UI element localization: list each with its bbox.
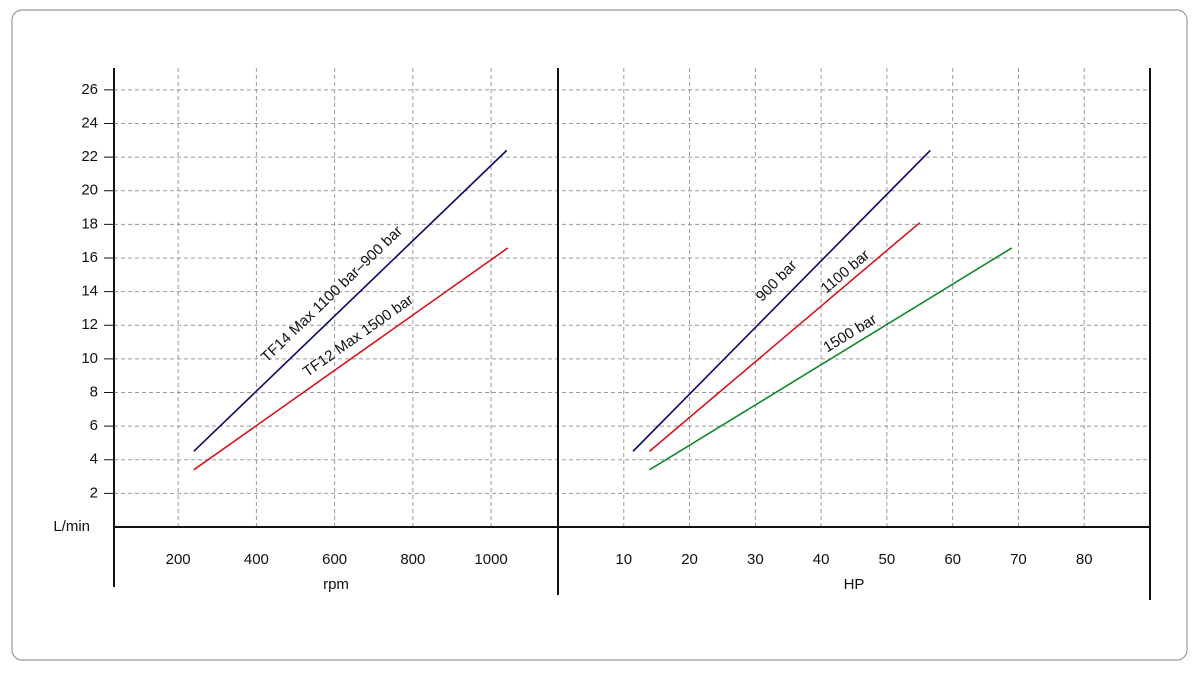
x-tick-label: 200 (166, 551, 191, 568)
y-tick-label: 18 (81, 215, 98, 232)
y-tick-label: 14 (81, 283, 98, 300)
y-tick-label: 24 (81, 114, 98, 131)
y-tick-label: 22 (81, 148, 98, 165)
series-line (193, 247, 509, 471)
series-line (193, 149, 508, 452)
x-tick-label: 60 (944, 551, 961, 568)
y-tick-label: 8 (90, 383, 98, 400)
y-tick-label: 2 (90, 484, 98, 501)
x-tick-label: 40 (813, 551, 830, 568)
x-axis-label: HP (844, 576, 865, 593)
y-tick-label: 4 (90, 451, 98, 468)
x-tick-label: 600 (322, 551, 347, 568)
x-tick-label: 70 (1010, 551, 1027, 568)
x-axis-label: rpm (323, 576, 349, 593)
x-tick-label: 10 (615, 551, 632, 568)
y-axis-label: L/min (53, 518, 90, 535)
y-tick-label: 10 (81, 350, 98, 367)
y-tick-label: 6 (90, 417, 98, 434)
frame (11, 9, 1188, 661)
x-tick-label: 400 (244, 551, 269, 568)
y-tick-label: 16 (81, 249, 98, 266)
x-tick-label: 20 (681, 551, 698, 568)
y-tick-label: 26 (81, 81, 98, 98)
x-tick-label: 800 (400, 551, 425, 568)
x-tick-label: 1000 (474, 551, 507, 568)
y-tick-label: 20 (81, 182, 98, 199)
series-line (632, 149, 931, 452)
series-line (648, 222, 921, 452)
x-tick-label: 80 (1076, 551, 1093, 568)
x-tick-label: 30 (747, 551, 764, 568)
x-tick-label: 50 (879, 551, 896, 568)
y-tick-label: 12 (81, 316, 98, 333)
series-line (649, 247, 1013, 471)
